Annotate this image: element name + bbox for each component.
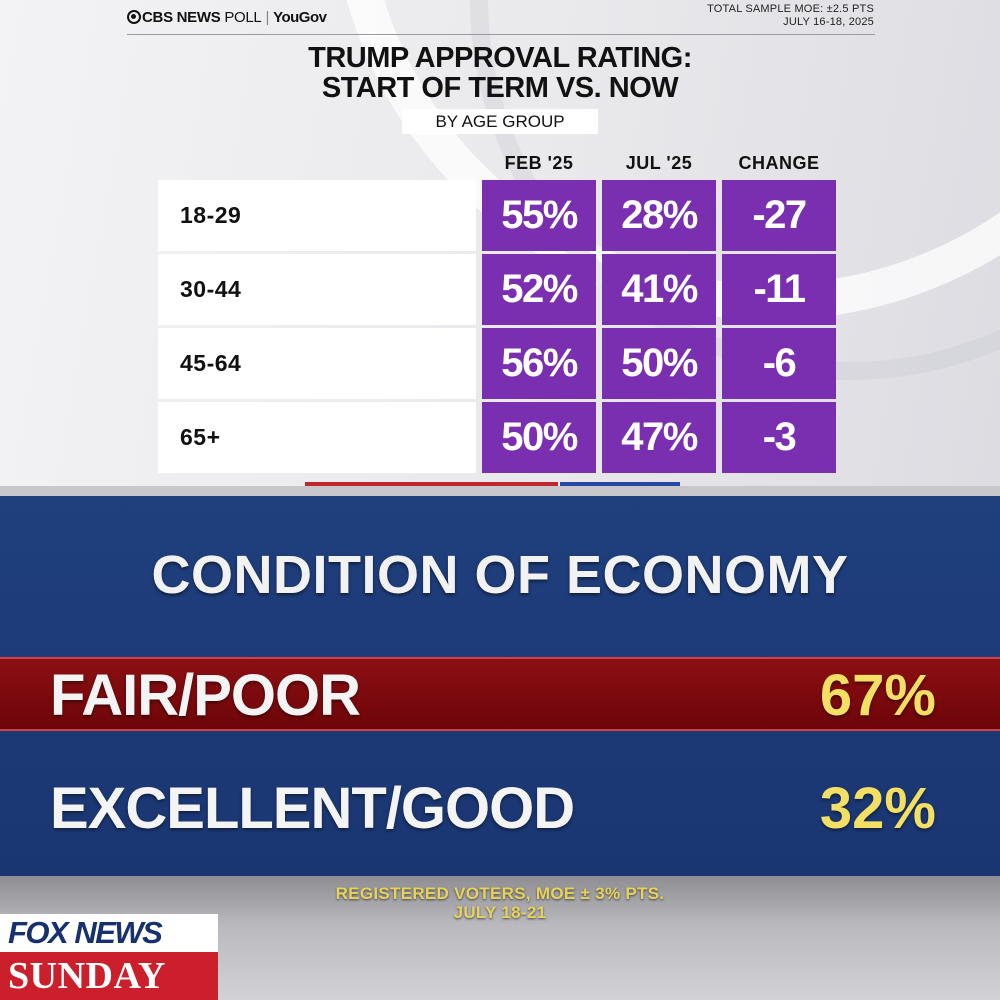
fox-footnote: REGISTERED VOTERS, MOE ± 3% PTS. JULY 18… <box>0 884 1000 922</box>
column-header-feb: FEB '25 <box>504 153 574 173</box>
cbs-eye-icon <box>127 10 141 24</box>
fair-poor-bar: FAIR/POOR 67% <box>0 657 1000 731</box>
cell-65-plus-jul: 47% <box>602 402 716 473</box>
logo-sunday: SUNDAY <box>0 952 218 1000</box>
excellent-good-bar: EXCELLENT/GOOD 32% <box>0 772 1000 846</box>
cell-30-44-change: -11 <box>722 254 836 325</box>
row-label-18-29: 18-29 <box>158 180 476 251</box>
footnote-date: JULY 18-21 <box>453 903 547 922</box>
accent-bar-red <box>305 482 558 486</box>
economy-board: CONDITION OF ECONOMY FAIR/POOR 67% EXCEL… <box>0 496 1000 876</box>
sample-moe: TOTAL SAMPLE MOE: ±2.5 PTS JULY 16-18, 2… <box>707 3 874 29</box>
moe-date: JULY 16-18, 2025 <box>783 16 874 28</box>
title-line-2: START OF TERM VS. NOW <box>321 72 679 104</box>
cell-45-64-jul: 50% <box>602 328 716 399</box>
economy-title: CONDITION OF ECONOMY <box>151 545 849 605</box>
title-line-1: TRUMP APPROVAL RATING: <box>308 42 692 74</box>
logo-fox-news: FOX NEWS <box>0 914 218 952</box>
cell-30-44-feb: 52% <box>482 254 596 325</box>
approval-chart-title: TRUMP APPROVAL RATING: START OF TERM VS.… <box>200 43 800 103</box>
fox-poll-panel: CONDITION OF ECONOMY FAIR/POOR 67% EXCEL… <box>0 486 1000 1000</box>
fox-news-sunday-logo: FOX NEWS SUNDAY <box>0 914 218 1000</box>
row-label-30-44: 30-44 <box>158 254 476 325</box>
cell-18-29-feb: 55% <box>482 180 596 251</box>
cell-30-44-jul: 41% <box>602 254 716 325</box>
cell-65-plus-feb: 50% <box>482 402 596 473</box>
cell-45-64-feb: 56% <box>482 328 596 399</box>
brand-yougov: YouGov <box>273 9 327 26</box>
excellent-good-value: 32% <box>819 776 936 841</box>
brand-poll: POLL <box>224 9 262 26</box>
fair-poor-value: 67% <box>819 663 936 728</box>
row-label-65-plus: 65+ <box>158 402 476 473</box>
brand-separator: | <box>265 9 270 26</box>
brand-cbs-news: CBS NEWS <box>142 9 221 26</box>
cell-65-plus-change: -3 <box>722 402 836 473</box>
accent-bar-blue <box>560 482 680 486</box>
moe-line: TOTAL SAMPLE MOE: ±2.5 PTS <box>707 3 874 15</box>
cell-18-29-jul: 28% <box>602 180 716 251</box>
column-header-change: CHANGE <box>738 153 820 173</box>
row-label-45-64: 45-64 <box>158 328 476 399</box>
column-header-jul: JUL '25 <box>625 153 693 173</box>
cell-18-29-change: -27 <box>722 180 836 251</box>
cell-45-64-change: -6 <box>722 328 836 399</box>
cbs-poll-panel: CBS NEWS POLL | YouGov TOTAL SAMPLE MOE: ±… <box>0 0 1000 486</box>
header-divider <box>127 34 875 35</box>
cbs-brand: CBS NEWS POLL | YouGov <box>127 9 327 26</box>
excellent-good-label: EXCELLENT/GOOD <box>50 776 575 841</box>
age-group-subtitle: BY AGE GROUP <box>402 109 598 134</box>
fair-poor-label: FAIR/POOR <box>50 663 361 728</box>
footnote-moe: REGISTERED VOTERS, MOE ± 3% PTS. <box>335 884 665 903</box>
